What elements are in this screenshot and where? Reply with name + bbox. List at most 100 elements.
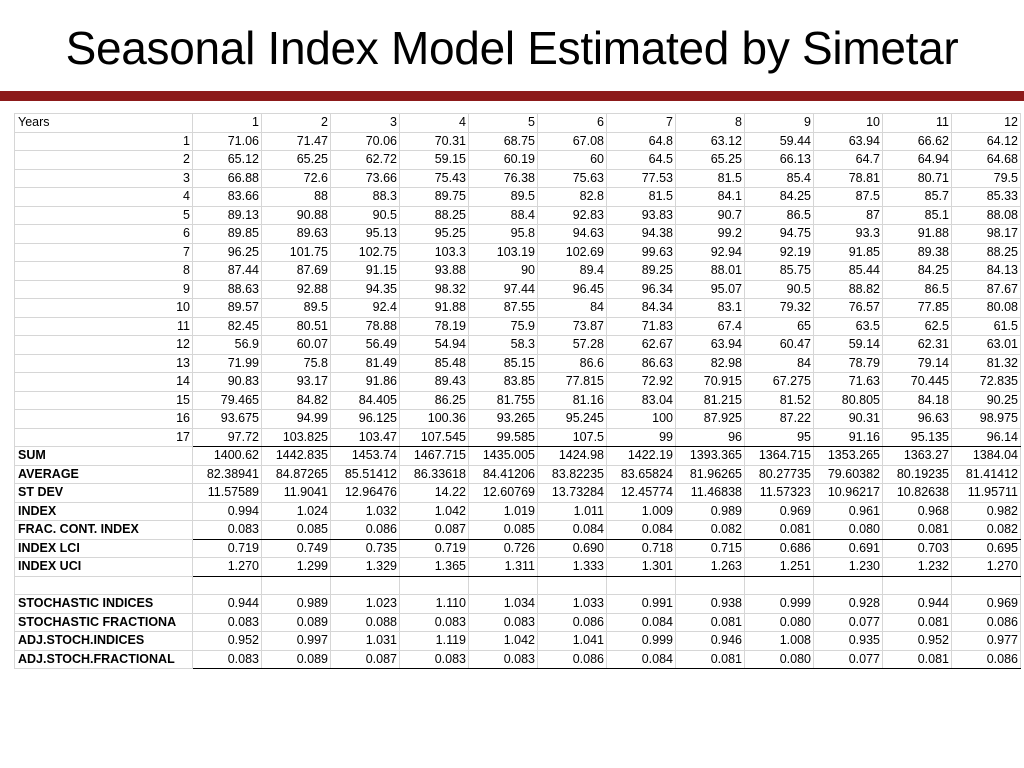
data-cell: 81.52 [744, 390, 814, 410]
data-cell: 84.34 [606, 298, 676, 318]
data-cell: 77.53 [606, 168, 676, 188]
data-cell: 95.245 [537, 409, 607, 429]
data-cell: 63.94 [813, 131, 883, 151]
data-cell: 1435.005 [468, 446, 538, 466]
data-cell: 0.935 [813, 631, 883, 651]
column-header: 6 [537, 113, 607, 133]
data-cell: 0.081 [675, 612, 745, 632]
data-cell: 62.31 [882, 335, 952, 355]
data-cell: 63.5 [813, 316, 883, 336]
data-cell: 91.88 [882, 224, 952, 244]
data-cell: 12.45774 [606, 483, 676, 503]
data-cell: 93.675 [192, 409, 262, 429]
data-cell: 0.715 [675, 538, 745, 558]
data-cell: 54.94 [399, 335, 469, 355]
data-cell: 0.084 [606, 649, 676, 669]
table-row: STOCHASTIC INDICES 0.944 0.989 1.023 1.110 1.… [14, 594, 1021, 614]
data-cell: 1.033 [537, 594, 607, 614]
data-cell: 64.5 [606, 150, 676, 170]
data-cell: 0.083 [192, 520, 262, 540]
data-cell: 66.62 [882, 131, 952, 151]
data-cell: 0.077 [813, 649, 883, 669]
row-label: ADJ.STOCH.INDICES [14, 631, 193, 651]
row-label: INDEX [14, 501, 193, 521]
data-cell: 89.25 [606, 261, 676, 281]
data-cell: 78.81 [813, 168, 883, 188]
data-cell: 62.67 [606, 335, 676, 355]
row-number: 2 [14, 150, 193, 170]
column-header: 12 [951, 113, 1021, 133]
data-cell: 96.125 [330, 409, 400, 429]
data-cell: 0.086 [537, 612, 607, 632]
data-cell: 75.8 [261, 353, 331, 373]
data-cell: 1.019 [468, 501, 538, 521]
data-cell: 82.45 [192, 316, 262, 336]
row-number: 10 [14, 298, 193, 318]
data-cell: 88.63 [192, 279, 262, 299]
column-header: 7 [606, 113, 676, 133]
data-cell: 84.13 [951, 261, 1021, 281]
data-cell: 56.9 [192, 335, 262, 355]
data-cell: 1.251 [744, 557, 814, 577]
data-cell: 84.25 [744, 187, 814, 207]
empty-cell [675, 575, 745, 595]
data-cell: 0.999 [606, 631, 676, 651]
data-cell: 10.96217 [813, 483, 883, 503]
data-cell: 0.999 [744, 594, 814, 614]
data-cell: 81.16 [537, 390, 607, 410]
data-cell: 78.19 [399, 316, 469, 336]
header-row: Years 1 2 3 4 5 6 7 8 9 10 11 12 [14, 113, 1021, 133]
data-cell: 0.938 [675, 594, 745, 614]
empty-cell [813, 575, 883, 595]
data-cell: 0.997 [261, 631, 331, 651]
data-cell: 63.12 [675, 131, 745, 151]
data-cell: 94.63 [537, 224, 607, 244]
data-cell: 0.719 [192, 538, 262, 558]
data-cell: 84.405 [330, 390, 400, 410]
data-cell: 91.86 [330, 372, 400, 392]
row-label: SUM [14, 446, 193, 466]
data-cell: 1422.19 [606, 446, 676, 466]
data-cell: 10.82638 [882, 483, 952, 503]
data-cell: 0.735 [330, 538, 400, 558]
data-cell: 0.086 [951, 649, 1021, 669]
data-cell: 1424.98 [537, 446, 607, 466]
column-header: 9 [744, 113, 814, 133]
table-row: 7 96.25 101.75 102.75 103.3 103.19 102.69 99.63… [14, 242, 1021, 262]
table-row: 9 88.63 92.88 94.35 98.32 97.44 96.45 96.34 95.0… [14, 279, 1021, 299]
data-cell: 0.946 [675, 631, 745, 651]
table-row: 2 65.12 65.25 62.72 59.15 60.19 60 64.5 65.25 66.… [14, 150, 1021, 170]
row-number: 4 [14, 187, 193, 207]
data-cell: 90.88 [261, 205, 331, 225]
data-cell: 79.32 [744, 298, 814, 318]
data-cell: 89.75 [399, 187, 469, 207]
data-cell: 83.85 [468, 372, 538, 392]
data-cell: 90.5 [330, 205, 400, 225]
data-cell: 95.13 [330, 224, 400, 244]
data-cell: 78.88 [330, 316, 400, 336]
data-cell: 0.695 [951, 538, 1021, 558]
data-cell: 0.690 [537, 538, 607, 558]
data-cell: 1353.265 [813, 446, 883, 466]
data-cell: 98.975 [951, 409, 1021, 429]
data-cell: 0.083 [468, 612, 538, 632]
table-row: 3 66.88 72.6 73.66 75.43 76.38 75.63 77.53 81.5 8… [14, 168, 1021, 188]
data-cell: 72.92 [606, 372, 676, 392]
data-cell: 1.329 [330, 557, 400, 577]
data-cell: 0.977 [951, 631, 1021, 651]
table-row: 13 71.99 75.8 81.49 85.48 85.15 86.6 86.63 82.98… [14, 353, 1021, 373]
data-cell: 0.080 [813, 520, 883, 540]
data-cell: 93.83 [606, 205, 676, 225]
data-cell: 88.08 [951, 205, 1021, 225]
data-cell: 70.445 [882, 372, 952, 392]
data-cell: 0.081 [744, 520, 814, 540]
spreadsheet-table: Years 1 2 3 4 5 6 7 8 9 10 11 12 1 71.06 71.47 70.06 70.3… [14, 113, 1021, 669]
data-cell: 103.825 [261, 427, 331, 447]
data-cell: 103.3 [399, 242, 469, 262]
data-cell: 0.928 [813, 594, 883, 614]
data-cell: 0.749 [261, 538, 331, 558]
data-cell: 91.88 [399, 298, 469, 318]
data-cell: 85.44 [813, 261, 883, 281]
data-cell: 0.691 [813, 538, 883, 558]
data-cell: 0.726 [468, 538, 538, 558]
